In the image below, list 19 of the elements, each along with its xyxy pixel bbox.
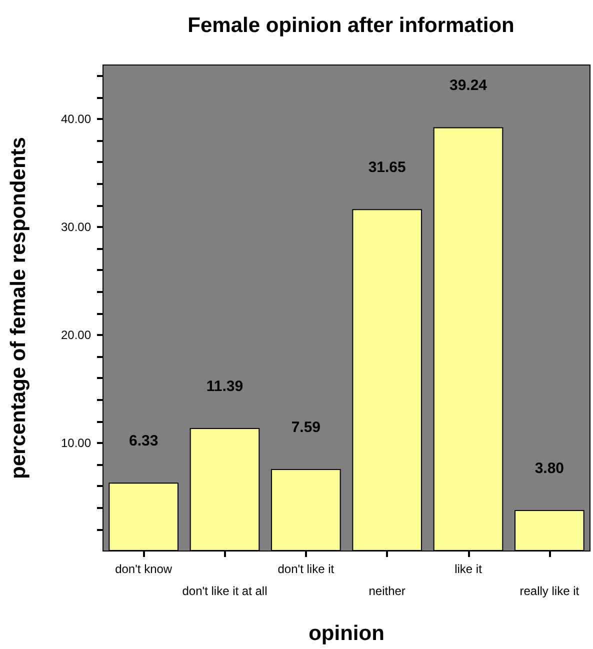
y-tick-label: 30.00 [60, 220, 92, 234]
data-label: 39.24 [449, 77, 488, 94]
x-tick-label: neither [368, 584, 406, 598]
data-label: 3.80 [534, 460, 564, 477]
y-tick-label: 10.00 [60, 436, 92, 450]
x-axis-title: opinion [308, 622, 384, 645]
data-label: 7.59 [291, 419, 321, 436]
data-label: 11.39 [206, 378, 244, 395]
y-tick-label: 40.00 [60, 112, 92, 126]
x-tick-label: like it [454, 562, 483, 576]
chart-title: Female opinion after information [188, 14, 514, 37]
x-tick-label: don't know [115, 562, 172, 576]
y-tick-label: 20.00 [60, 328, 92, 342]
data-label: 6.33 [128, 432, 158, 450]
x-tick-label: really like it [520, 584, 580, 598]
x-tick-label: don't like it [278, 562, 335, 576]
x-tick-label: don't like it at all [182, 584, 268, 598]
y-axis-title: percentage of female respondents [7, 137, 30, 479]
data-label: 31.65 [368, 159, 406, 176]
